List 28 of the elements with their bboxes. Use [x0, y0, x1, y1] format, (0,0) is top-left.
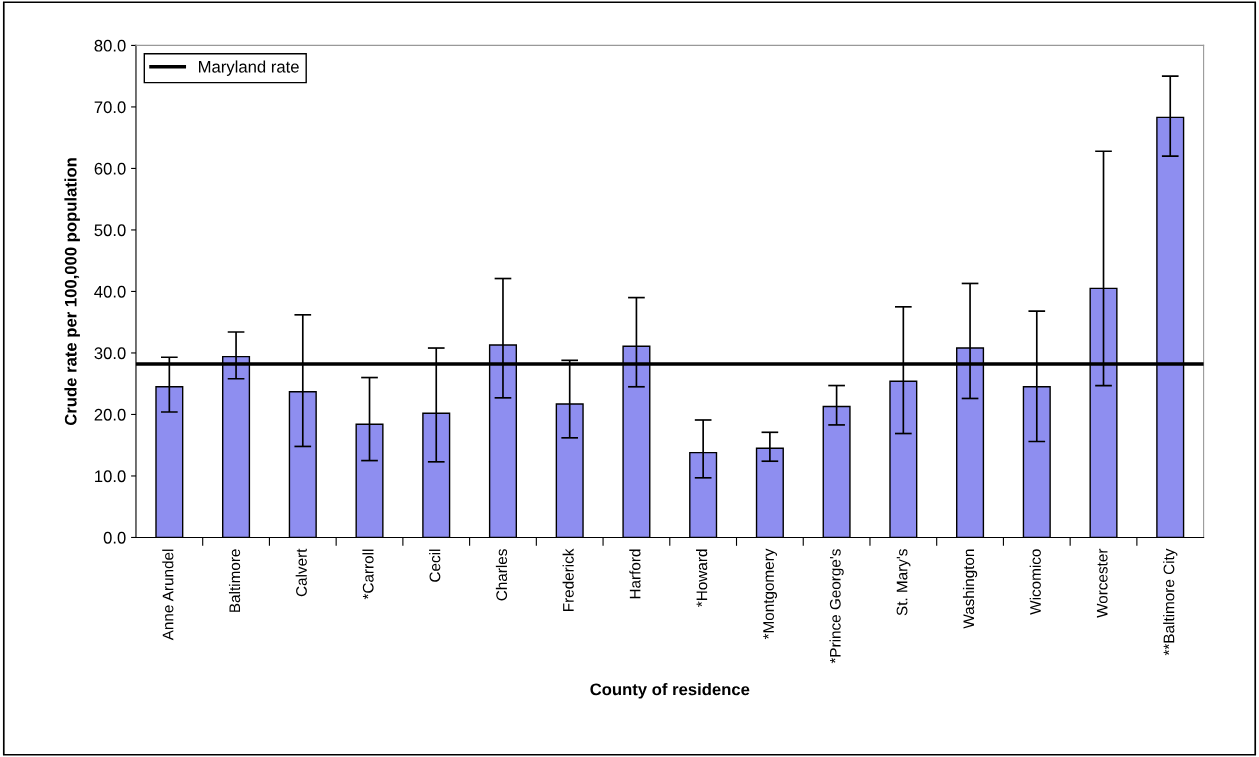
y-tick-label: 60.0 [94, 162, 126, 175]
x-tick-label: **Baltimore City [1163, 548, 1178, 656]
x-tick-label: *Carroll [362, 549, 374, 600]
x-tick-label: Harford [629, 549, 641, 599]
y-tick-label: 70.0 [94, 101, 126, 114]
y-tick-label: 0.0 [103, 531, 126, 544]
y-tick-label: 80.0 [94, 39, 126, 52]
x-tick-label: Anne Arundel [162, 549, 174, 641]
x-tick-label: Calvert [295, 548, 307, 597]
x-tick-label: *Howard [696, 549, 708, 607]
x-tick-label: St. Mary's [896, 549, 911, 616]
x-tick-label: Cecil [429, 549, 441, 582]
x-axis-title: County of residence [590, 683, 750, 699]
y-tick-label: 50.0 [94, 224, 126, 237]
y-axis-title: Crude rate per 100,000 population [64, 158, 80, 426]
y-tick-label: 40.0 [94, 285, 126, 298]
x-tick-label: Frederick [562, 548, 574, 611]
x-tick-label: Worcester [1096, 548, 1108, 618]
y-tick-label: 20.0 [94, 408, 126, 421]
x-tick-label: Charles [495, 549, 508, 601]
y-tick-label: 30.0 [94, 347, 126, 360]
legend-label: Maryland rate [199, 60, 299, 76]
y-tick-label: 10.0 [95, 470, 126, 483]
x-tick-label: Wicomico [1029, 549, 1041, 615]
x-tick-label: Washington [962, 549, 978, 629]
x-tick-label: *Prince George's [829, 549, 844, 664]
x-tick-label: *Montgomery [763, 548, 777, 640]
x-tick-label: Baltimore [228, 549, 241, 612]
